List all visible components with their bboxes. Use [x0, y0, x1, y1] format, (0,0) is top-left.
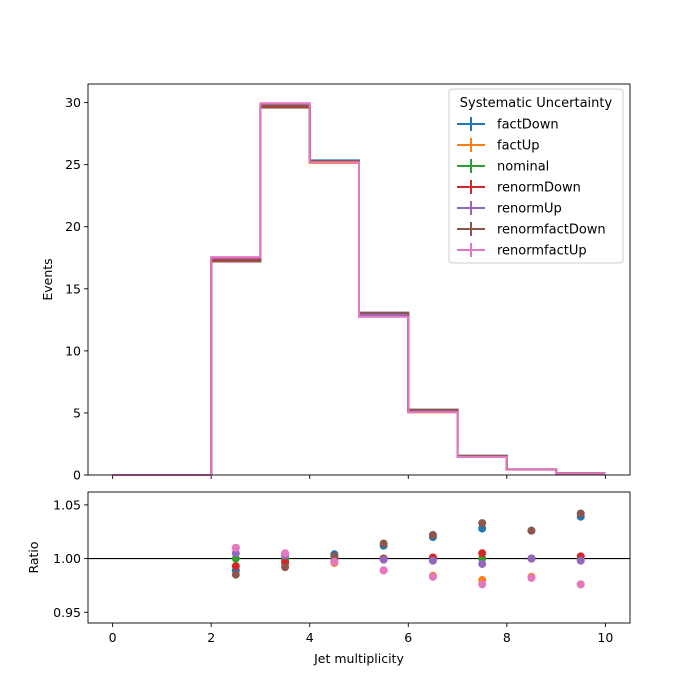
ratio-y-tick-label: 0.95 [53, 605, 81, 620]
legend-entry-renormUp: renormUp [457, 201, 562, 217]
ratio-point-renormDown [231, 562, 240, 571]
ratio-point-renormfactUp [527, 573, 536, 582]
ratio-y-axis-label: Ratio [26, 541, 41, 573]
ratio-point-renormDown [478, 549, 487, 558]
legend-entry-renormDown: renormDown [457, 180, 581, 196]
main-y-tick-label: 15 [65, 281, 81, 296]
main-y-tick-label: 0 [73, 468, 81, 483]
histogram-series-renormfactUp [112, 102, 606, 476]
ratio-point-renormUp [576, 556, 585, 565]
x-tick-label: 8 [503, 630, 511, 645]
legend-entry-factDown: factDown [457, 117, 559, 133]
ratio-point-renormfactDown [231, 570, 240, 579]
legend-title: Systematic Uncertainty [460, 96, 613, 111]
legend-label: renormUp [497, 202, 562, 217]
main-y-tick-label: 30 [65, 95, 81, 110]
main-y-axis-label: Events [40, 258, 55, 300]
ratio-point-renormfactUp [231, 543, 240, 552]
main-y-tick-label: 20 [65, 219, 81, 234]
x-tick-label: 10 [597, 630, 613, 645]
ratio-point-renormfactUp [281, 549, 290, 558]
legend-entry-nominal: nominal [457, 159, 549, 175]
ratio-point-renormfactUp [379, 566, 388, 575]
ratio-point-renormfactDown [576, 509, 585, 518]
ratio-point-renormfactDown [478, 519, 487, 528]
legend: Systematic Uncertainty factDown factUp nom… [448, 88, 624, 264]
ratio-point-renormUp [379, 555, 388, 564]
main-y-ticks: 0 5 10 15 20 25 30 [65, 95, 88, 483]
main-plot-frame [87, 83, 631, 476]
x-tick-label: 2 [207, 630, 215, 645]
main-series-layer [112, 102, 606, 476]
ratio-plot-frame [87, 491, 631, 624]
x-axis-label: Jet multiplicity [313, 651, 404, 666]
ratio-point-renormfactUp [428, 572, 437, 581]
legend-entry-renormfactDown: renormfactDown [457, 222, 606, 238]
legend-entry-factUp: factUp [457, 138, 540, 154]
legend-label: nominal [497, 160, 549, 175]
main-y-tick-label: 5 [73, 405, 81, 420]
ratio-point-renormUp [428, 556, 437, 565]
ratio-point-renormfactDown [527, 526, 536, 535]
ratio-point-renormfactUp [478, 580, 487, 589]
ratio-panel: 0.95 1.00 1.05 0 2 4 6 8 10 Ratio Jet multiplic… [26, 491, 631, 666]
main-y-tick-label: 25 [65, 157, 81, 172]
x-tick-label: 6 [404, 630, 412, 645]
ratio-points-layer [231, 509, 585, 589]
ratio-x-ticks: 0 2 4 6 8 10 [109, 623, 613, 645]
legend-label: renormfactUp [497, 244, 587, 259]
legend-label: renormDown [497, 181, 581, 196]
ratio-point-renormUp [527, 554, 536, 563]
ratio-point-renormfactDown [379, 539, 388, 548]
x-tick-label: 0 [109, 630, 117, 645]
legend-entry-renormfactUp: renormfactUp [457, 243, 587, 259]
main-histogram-panel: 0 5 10 15 20 25 30 Events Systematic Uncertain… [40, 83, 631, 483]
ratio-y-tick-label: 1.05 [53, 497, 81, 512]
x-tick-label: 4 [306, 630, 314, 645]
ratio-y-ticks: 0.95 1.00 1.05 [53, 497, 88, 620]
ratio-y-tick-label: 1.00 [53, 551, 81, 566]
legend-box [448, 88, 624, 264]
legend-entries: factDown factUp nominal renormDown renormUp r… [457, 117, 606, 259]
ratio-point-renormfactDown [428, 530, 437, 539]
legend-label: factDown [497, 118, 559, 133]
main-y-tick-label: 10 [65, 343, 81, 358]
ratio-point-renormfactUp [330, 557, 339, 566]
ratio-point-renormfactUp [576, 580, 585, 589]
legend-label: renormfactDown [497, 223, 606, 238]
legend-label: factUp [497, 139, 540, 154]
ratio-point-renormfactDown [281, 563, 290, 572]
ratio-point-renormUp [478, 559, 487, 568]
